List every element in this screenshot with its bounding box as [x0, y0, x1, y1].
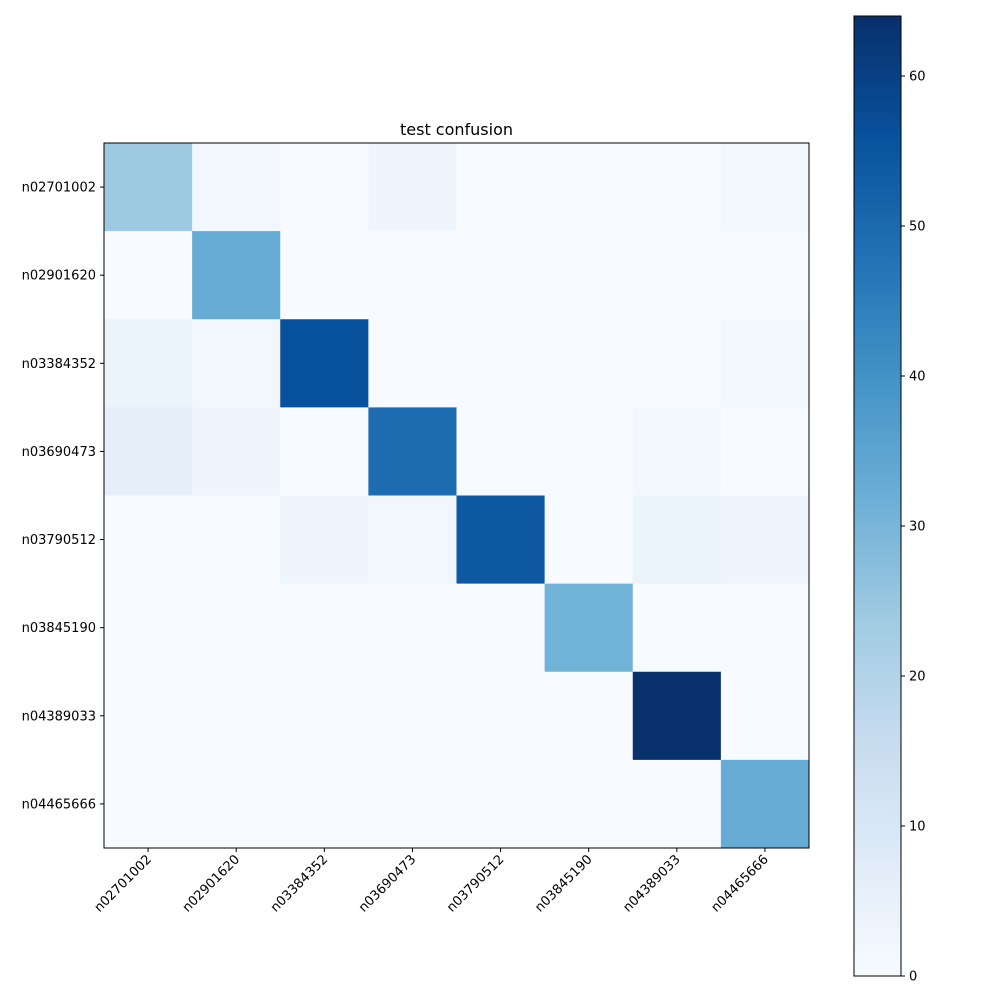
y-axis: n02701002 n02901620 n03384352 n03690473 n037… — [22, 181, 104, 812]
y-tick-label: n03690473 — [22, 445, 96, 460]
colorbar-tick-label: 20 — [909, 670, 926, 685]
colorbar-tick-label: 10 — [909, 820, 926, 835]
heatmap-cell — [104, 319, 193, 408]
colorbar-tick-label: 50 — [909, 220, 926, 235]
heatmap-cell — [192, 671, 281, 761]
heatmap-cell — [456, 231, 546, 320]
y-tick-label: n04389033 — [22, 709, 96, 724]
heatmap-cell — [632, 143, 722, 232]
heatmap-cell — [104, 143, 193, 232]
colorbar-tick-label: 30 — [909, 520, 926, 535]
heatmap-cell — [368, 231, 457, 320]
heatmap-cell — [632, 231, 722, 320]
heatmap-cell — [192, 143, 281, 232]
heatmap-cell — [632, 671, 722, 761]
heatmap-cell — [632, 319, 722, 408]
heatmap-cell — [544, 583, 634, 673]
heatmap-cell — [544, 407, 634, 496]
heatmap-cell — [280, 583, 369, 673]
plot-frame — [103, 142, 810, 849]
heatmap-cell — [632, 495, 722, 585]
x-tick-label: n03790512 — [444, 852, 507, 915]
heatmap-cell — [104, 671, 193, 761]
heatmap-cell — [720, 495, 810, 585]
heatmap-cell — [192, 583, 281, 673]
heatmap-cell — [104, 495, 193, 585]
heatmap-cell — [280, 319, 369, 408]
x-tick-label: n03384352 — [268, 852, 331, 915]
heatmap-cell — [632, 407, 722, 496]
heatmap-cell — [368, 495, 457, 585]
x-tick-label: n03690473 — [356, 852, 419, 915]
y-tick-label: n03384352 — [22, 357, 96, 372]
heatmap-cell — [720, 319, 810, 408]
heatmap-cell — [368, 671, 457, 761]
heatmap-cell — [368, 319, 457, 408]
heatmap-cell — [544, 759, 634, 849]
heatmap-cell — [192, 759, 281, 849]
heatmap-cell — [456, 759, 546, 849]
y-tick-label: n02701002 — [22, 181, 96, 196]
x-tick-label: n02701002 — [92, 852, 155, 915]
heatmap-cell — [720, 407, 810, 496]
heatmap-cell — [104, 231, 193, 320]
heatmap-cell — [280, 231, 369, 320]
heatmap-cells — [104, 143, 810, 849]
heatmap-cell — [720, 583, 810, 673]
x-axis: n02701002 n02901620 n03384352 n03690473 n037… — [92, 848, 772, 915]
heatmap-cell — [368, 583, 457, 673]
colorbar-tick-label: 40 — [909, 370, 926, 385]
y-tick-label: n03845190 — [22, 621, 96, 636]
heatmap-cell — [456, 583, 546, 673]
heatmap-cell — [280, 495, 369, 585]
x-tick-label: n02901620 — [180, 852, 243, 915]
heatmap-cell — [368, 143, 457, 232]
y-tick-label: n03790512 — [22, 533, 96, 548]
x-tick-label: n04465666 — [709, 852, 772, 915]
heatmap-cell — [280, 671, 369, 761]
heatmap-cell — [544, 495, 634, 585]
heatmap-cell — [192, 231, 281, 320]
heatmap-cell — [456, 319, 546, 408]
heatmap-cell — [720, 671, 810, 761]
heatmap-cell — [544, 143, 634, 232]
heatmap-cell — [632, 583, 722, 673]
heatmap-cell — [280, 407, 369, 496]
colorbar-tick-label: 0 — [909, 970, 917, 985]
heatmap-cell — [104, 759, 193, 849]
x-tick-label: n03845190 — [532, 852, 595, 915]
heatmap-cell — [720, 759, 810, 849]
heatmap-cell — [280, 759, 369, 849]
heatmap-cell — [544, 231, 634, 320]
heatmap-cell — [720, 143, 810, 232]
heatmap-cell — [104, 583, 193, 673]
heatmap-cell — [456, 143, 546, 232]
heatmap-cell — [456, 495, 546, 585]
heatmap-cell — [192, 407, 281, 496]
heatmap-cell — [104, 407, 193, 496]
heatmap-cell — [720, 231, 810, 320]
heatmap-cell — [192, 495, 281, 585]
heatmap-cell — [544, 319, 634, 408]
colorbar-tick-label: 60 — [909, 70, 926, 85]
heatmap-cell — [632, 759, 722, 849]
colorbar — [853, 15, 902, 977]
heatmap-cell — [544, 671, 634, 761]
x-tick-label: n04389033 — [620, 852, 683, 915]
y-tick-label: n02901620 — [22, 269, 96, 284]
colorbar-axis: 0 10 20 30 40 50 60 — [901, 70, 926, 985]
heatmap-cell — [192, 319, 281, 408]
heatmap-cell — [456, 671, 546, 761]
heatmap-cell — [456, 407, 546, 496]
heatmap-cell — [368, 407, 457, 496]
y-tick-label: n04465666 — [22, 797, 96, 812]
heatmap-cell — [368, 759, 457, 849]
heatmap-cell — [280, 143, 369, 232]
chart-title: test confusion — [400, 120, 513, 139]
